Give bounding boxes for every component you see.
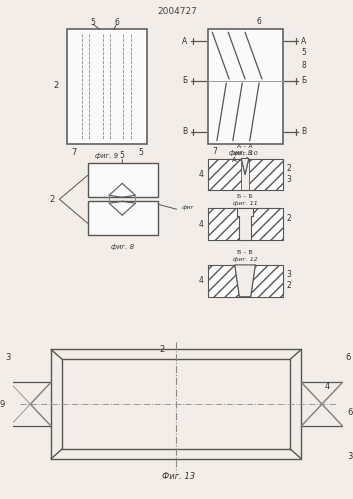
- Text: 2004727: 2004727: [157, 7, 197, 16]
- Text: 5: 5: [120, 151, 125, 160]
- Text: фиг. 8: фиг. 8: [111, 244, 134, 250]
- Text: А: А: [182, 36, 187, 46]
- Text: 3: 3: [287, 270, 292, 279]
- Bar: [208, 159, 282, 190]
- Text: 5: 5: [301, 47, 306, 56]
- Bar: [88, 201, 158, 235]
- Text: А – А: А – А: [237, 144, 253, 149]
- Text: фиг. 12: фиг. 12: [233, 257, 257, 262]
- Text: Б – Б: Б – Б: [237, 194, 253, 199]
- Bar: [208, 265, 282, 297]
- Polygon shape: [237, 208, 253, 240]
- Polygon shape: [241, 159, 249, 175]
- Text: фиг. 8: фиг. 8: [229, 150, 252, 156]
- Text: 7: 7: [213, 147, 217, 156]
- Text: 2: 2: [159, 345, 164, 354]
- Text: 4: 4: [198, 276, 203, 285]
- Bar: [208, 208, 282, 240]
- Text: фиг. 10: фиг. 10: [233, 151, 257, 156]
- Text: 2: 2: [287, 281, 292, 290]
- Text: Б: Б: [301, 76, 306, 85]
- Text: 8: 8: [301, 60, 306, 69]
- Text: В: В: [182, 127, 187, 136]
- Text: 3: 3: [5, 353, 11, 362]
- Bar: [67, 29, 146, 144]
- Text: 2: 2: [287, 164, 292, 173]
- Text: 6: 6: [347, 408, 353, 417]
- Text: 2: 2: [49, 195, 55, 204]
- Text: 4: 4: [198, 170, 203, 179]
- Text: 5: 5: [91, 18, 96, 27]
- Text: В – В: В – В: [237, 250, 253, 255]
- Polygon shape: [235, 265, 255, 297]
- Text: 6: 6: [346, 353, 351, 362]
- Text: Фиг. 13: Фиг. 13: [162, 472, 195, 481]
- Text: 4: 4: [198, 220, 203, 229]
- Text: В: В: [301, 127, 306, 136]
- Bar: [208, 208, 282, 240]
- Text: 6: 6: [114, 18, 119, 27]
- Bar: [208, 29, 282, 144]
- Text: фиг: фиг: [181, 205, 194, 210]
- Bar: [88, 164, 158, 197]
- Text: А: А: [301, 36, 306, 46]
- Text: Б: Б: [182, 76, 187, 85]
- Text: 2: 2: [287, 214, 292, 223]
- Text: 9: 9: [0, 400, 5, 409]
- Text: 7: 7: [72, 148, 77, 157]
- Bar: [249, 159, 282, 190]
- Text: 2: 2: [53, 81, 58, 90]
- Text: А – А: А – А: [232, 158, 249, 164]
- Text: 3: 3: [347, 452, 353, 462]
- Text: фиг. 9: фиг. 9: [95, 153, 118, 159]
- Text: 5: 5: [138, 148, 143, 157]
- Bar: [208, 159, 241, 190]
- Text: 3: 3: [287, 175, 292, 184]
- Text: фиг. 11: фиг. 11: [233, 201, 257, 206]
- Text: 4: 4: [325, 382, 330, 391]
- Text: 6: 6: [257, 17, 262, 26]
- Bar: [208, 265, 282, 297]
